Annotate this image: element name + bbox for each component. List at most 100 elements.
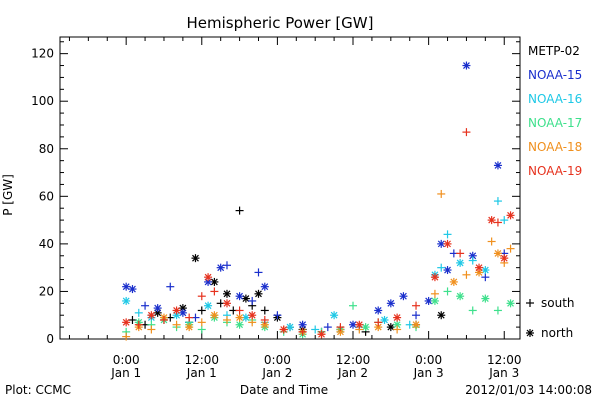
marker-stroke bbox=[425, 297, 433, 305]
metp-02-point bbox=[254, 289, 263, 298]
noaa-18-point bbox=[248, 318, 257, 327]
noaa-15-point bbox=[273, 311, 282, 320]
legend-entry: NOAA-16 bbox=[528, 92, 582, 106]
chart-title: Hemispheric Power [GW] bbox=[187, 14, 374, 32]
noaa-18-point bbox=[185, 323, 194, 332]
metp-02-point bbox=[128, 315, 137, 324]
noaa-17-point bbox=[456, 292, 465, 301]
noaa-19-point bbox=[374, 318, 383, 327]
marker-stroke bbox=[192, 254, 199, 262]
y-tick-label: 20 bbox=[39, 284, 54, 298]
noaa-18-point bbox=[493, 249, 502, 258]
metp-02-point bbox=[210, 277, 219, 286]
noaa-15-point bbox=[399, 292, 408, 301]
noaa-17-point bbox=[197, 325, 206, 334]
metp-02-point bbox=[235, 206, 244, 215]
data-points bbox=[122, 61, 534, 341]
noaa-18-point bbox=[393, 325, 402, 334]
noaa-19-point bbox=[248, 311, 257, 320]
y-axis-label: P [GW] bbox=[1, 174, 15, 216]
marker-stroke bbox=[507, 211, 514, 219]
legend-marker-icon bbox=[526, 299, 534, 307]
noaa-19-point bbox=[500, 254, 509, 263]
marker-stroke bbox=[393, 314, 401, 322]
noaa-16-point bbox=[286, 323, 294, 332]
y-tick-label: 80 bbox=[39, 142, 54, 156]
marker-stroke bbox=[261, 283, 269, 291]
noaa-16-point bbox=[456, 258, 465, 267]
marker-stroke bbox=[255, 290, 262, 298]
noaa-16-point bbox=[330, 311, 339, 320]
marker-stroke bbox=[387, 323, 395, 331]
marker-stroke bbox=[122, 318, 130, 326]
noaa-16-point bbox=[122, 296, 131, 305]
y-tick-label: 60 bbox=[39, 189, 54, 203]
noaa-19-point bbox=[430, 273, 439, 282]
x-tick-date: Jan 2 bbox=[261, 366, 292, 380]
marker-stroke bbox=[456, 292, 464, 300]
x-tick-time: 0:00 bbox=[415, 353, 442, 367]
x-tick-time: 12:00 bbox=[487, 353, 522, 367]
noaa-19-point bbox=[487, 216, 496, 225]
metp-02-point bbox=[191, 254, 200, 263]
noaa-18-point bbox=[235, 313, 244, 322]
marker-stroke bbox=[349, 321, 357, 329]
marker-stroke bbox=[374, 307, 382, 314]
legend-marker-icon bbox=[526, 329, 534, 337]
marker-stroke bbox=[299, 321, 307, 329]
noaa-15-point bbox=[374, 306, 383, 315]
marker-stroke bbox=[469, 252, 477, 260]
noaa-16-point bbox=[468, 256, 477, 265]
marker-stroke bbox=[210, 311, 218, 319]
marker-stroke bbox=[494, 249, 502, 257]
noaa-19-point bbox=[260, 315, 269, 324]
noaa-19-point bbox=[506, 211, 515, 220]
noaa-19-point bbox=[197, 292, 206, 301]
marker-stroke bbox=[475, 264, 483, 272]
noaa-17-point bbox=[235, 320, 244, 329]
marker-stroke bbox=[444, 266, 451, 274]
noaa-17-point bbox=[443, 287, 452, 296]
metp-02-point bbox=[437, 311, 446, 320]
noaa-15-point bbox=[248, 296, 257, 305]
marker-stroke bbox=[210, 278, 218, 286]
legend-marker-label: north bbox=[541, 326, 573, 340]
noaa-18-point bbox=[506, 244, 515, 253]
marker-stroke bbox=[444, 240, 451, 248]
marker-stroke bbox=[437, 240, 445, 248]
noaa-19-point bbox=[412, 301, 421, 310]
marker-stroke bbox=[122, 297, 130, 305]
noaa-18-point bbox=[430, 289, 439, 298]
marker-stroke bbox=[236, 321, 244, 329]
x-tick-date: Jan 1 bbox=[186, 366, 217, 380]
marker-stroke bbox=[488, 216, 496, 224]
noaa-18-point bbox=[197, 318, 206, 327]
noaa-15-point bbox=[153, 304, 162, 313]
x-tick-time: 0:00 bbox=[264, 353, 291, 367]
y-tick-label: 40 bbox=[39, 237, 54, 251]
noaa-19-point bbox=[456, 249, 465, 258]
noaa-16-point bbox=[493, 197, 502, 206]
noaa-16-point bbox=[443, 230, 452, 239]
marker-stroke bbox=[381, 316, 388, 324]
noaa-19-point bbox=[185, 313, 194, 322]
marker-stroke bbox=[223, 299, 231, 307]
marker-stroke bbox=[393, 321, 401, 329]
noaa-17-point bbox=[493, 306, 502, 315]
marker-stroke bbox=[122, 283, 130, 291]
noaa-16-point bbox=[481, 266, 490, 275]
marker-stroke bbox=[481, 295, 489, 302]
noaa-15-point bbox=[235, 292, 244, 301]
legend: METP-02 NOAA-15 NOAA-16 NOAA-17 NOAA-18 NOAA-… bbox=[528, 44, 582, 340]
marker-stroke bbox=[261, 321, 269, 329]
noaa-15-point bbox=[481, 273, 490, 282]
noaa-19-point bbox=[475, 263, 484, 272]
marker-stroke bbox=[236, 314, 244, 322]
noaa-19-point bbox=[443, 239, 452, 248]
noaa-15-point bbox=[443, 266, 452, 275]
marker-stroke bbox=[507, 299, 514, 307]
noaa-15-point bbox=[141, 301, 150, 310]
noaa-19-point bbox=[235, 306, 244, 315]
noaa-19-point bbox=[393, 313, 402, 322]
